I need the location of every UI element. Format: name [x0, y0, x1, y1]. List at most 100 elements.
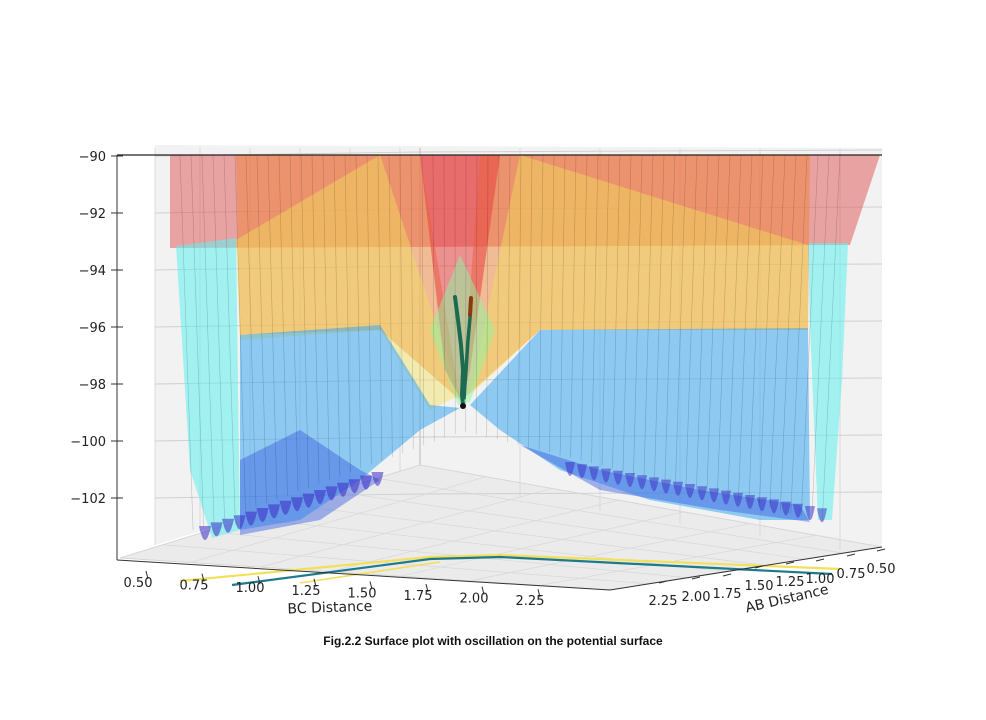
surface-mesh-line — [190, 154, 204, 527]
projection-line-yellow-short — [299, 561, 441, 584]
surface-mesh-line — [507, 154, 511, 443]
ab-tick-mark — [658, 580, 668, 584]
surface-mesh-line — [421, 154, 425, 446]
surface-trough — [577, 464, 587, 479]
surface-mesh-line — [234, 154, 246, 511]
ab-tick-label: 2.00 — [682, 590, 711, 605]
floor-grid-line — [205, 531, 688, 579]
surface-trough — [222, 518, 234, 533]
ab-tick-mark — [754, 565, 764, 569]
bc-tick-label: 1.00 — [236, 581, 265, 596]
surface-mesh-line — [559, 154, 566, 456]
surface-trough — [649, 477, 659, 492]
surface-mesh-line — [256, 154, 267, 504]
surface-band-orange-right — [462, 155, 810, 400]
projection-line-teal — [231, 555, 833, 587]
floor-grid-line — [419, 464, 883, 548]
surface-band-yellow-left — [236, 155, 460, 410]
surface-trough — [757, 497, 767, 512]
surface-trough — [279, 500, 292, 515]
surface-trough — [721, 490, 731, 505]
surface-trough — [565, 462, 575, 476]
surface-mesh-line — [528, 154, 533, 448]
bc-axis-line — [116, 559, 611, 591]
surface-trough — [637, 475, 647, 490]
surface-mesh-line — [549, 154, 555, 453]
bc-tick-label: 0.75 — [180, 579, 209, 594]
surface-mesh-line — [388, 154, 393, 457]
z-tick-label: −100 — [70, 435, 106, 450]
surface-mesh-line — [201, 154, 215, 523]
surface-mesh-line — [685, 154, 698, 487]
surface-trough — [793, 503, 803, 518]
surface-mesh-line — [245, 154, 257, 507]
surface-mesh-line — [486, 154, 489, 437]
surface-mesh-line — [612, 154, 621, 469]
ab-tick-mark — [846, 553, 856, 557]
trajectory-end-point — [460, 403, 466, 409]
floor-grid-line — [162, 544, 649, 585]
surface-mesh-line — [654, 154, 665, 479]
surface-mesh-line — [366, 154, 372, 465]
surface-left-wall — [176, 238, 240, 538]
surface-mesh-line — [355, 154, 362, 469]
surface-mesh-line — [311, 154, 320, 484]
surface-trough — [245, 511, 257, 526]
surface-mesh-line — [570, 154, 577, 458]
surface-trough — [805, 506, 815, 520]
surface-right-wall — [808, 243, 848, 520]
ab-tick-label: 0.75 — [837, 567, 866, 582]
surface-trough — [256, 508, 269, 522]
bc-tick-label: 1.75 — [404, 589, 433, 604]
surface-mesh-line — [289, 154, 299, 492]
bc-tick-label: 1.25 — [292, 584, 321, 599]
surface-mesh-line — [675, 154, 687, 485]
axes-frame — [116, 154, 883, 591]
surface-trough — [325, 486, 338, 501]
z-axis-ticks: −90 −92 −94 −96 −98 −100 −102 — [70, 150, 123, 507]
trajectory-path-brown — [468, 296, 473, 317]
surface-trough — [661, 479, 671, 494]
surface-mesh-line — [267, 154, 278, 500]
ab-tick-label: 2.25 — [649, 594, 678, 609]
ab-tick-mark — [815, 558, 825, 562]
figure-caption: Fig.2.2 Surface plot with oscillation on… — [323, 634, 663, 648]
bc-tick-mark — [537, 589, 541, 598]
bc-tick-mark — [201, 573, 205, 582]
surface-mesh-line — [769, 154, 786, 509]
surface-band-green — [430, 255, 495, 405]
surface-mesh-line — [717, 154, 731, 495]
bc-tick-label: 1.50 — [348, 586, 377, 601]
floor-grid-line — [329, 499, 619, 573]
surface-mesh-line — [748, 154, 764, 503]
surface-trough — [685, 484, 695, 498]
surface-mesh-line — [278, 154, 288, 496]
floor-grid-line — [259, 488, 553, 568]
surface-trough — [348, 479, 361, 494]
surface-mesh-line — [475, 154, 478, 435]
surface-trough — [314, 490, 326, 504]
surface-trough — [302, 493, 315, 508]
surface-mesh-line — [759, 154, 775, 506]
surface-trough — [360, 475, 372, 490]
surface-mesh-line — [517, 154, 522, 445]
surface-mesh-line — [179, 154, 194, 531]
floor-grid-line — [377, 477, 844, 554]
surface-trough — [199, 526, 211, 540]
floor-grid-line — [334, 491, 805, 560]
bc-tick-label: 0.50 — [124, 576, 153, 591]
surface-mesh-line — [322, 154, 330, 480]
surface-trough — [781, 501, 791, 516]
surface-mesh-line — [333, 154, 341, 477]
surface-trough — [709, 488, 719, 503]
bc-axis-label: BC Distance — [287, 599, 372, 618]
z-tick-label: −90 — [79, 150, 106, 165]
surface-mesh-line — [443, 154, 446, 438]
surface-mesh-line — [300, 154, 309, 488]
surface-trough — [210, 522, 223, 537]
surface-mesh-line — [223, 154, 236, 515]
bc-tick-mark — [369, 581, 373, 590]
surface-trough — [625, 473, 635, 487]
bc-tick-label: 2.00 — [460, 592, 489, 607]
